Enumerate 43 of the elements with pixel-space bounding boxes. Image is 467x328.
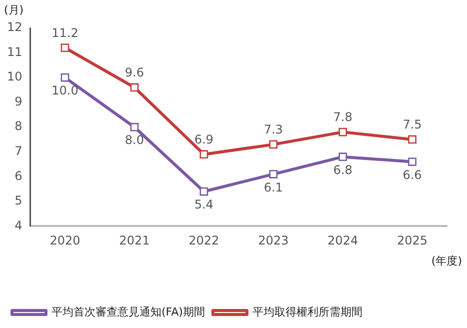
data-label: 10.0 xyxy=(52,84,78,98)
point xyxy=(338,152,348,162)
data-label: 7.3 xyxy=(264,122,283,137)
x-tick-label: 2025 xyxy=(397,234,428,248)
data-label: 11.2 xyxy=(52,26,78,40)
point xyxy=(60,44,70,52)
data-label: 5.4 xyxy=(194,198,214,212)
y-tick-label: 5 xyxy=(14,194,22,208)
point xyxy=(338,128,348,136)
data-label: 6.9 xyxy=(194,132,214,146)
y-tick-label: 10 xyxy=(6,70,22,84)
point xyxy=(60,73,70,82)
data-label: 6.1 xyxy=(264,180,283,194)
y-tick-label: 11 xyxy=(6,44,22,59)
data-label: 7.8 xyxy=(333,110,352,124)
point xyxy=(408,135,416,144)
y-tick-label: 6 xyxy=(14,168,22,183)
legend-label: 平均取得權利所需期間 xyxy=(252,305,362,318)
x-tick-label: 2023 xyxy=(258,234,289,248)
point xyxy=(130,83,139,92)
y-tick-label: 4 xyxy=(14,218,22,232)
point xyxy=(408,158,416,166)
point xyxy=(200,150,208,159)
data-label: 6.8 xyxy=(333,162,352,177)
x-tick-label: 2022 xyxy=(188,234,220,248)
y-tick-label: 7 xyxy=(14,144,22,158)
data-label: 7.5 xyxy=(402,118,422,132)
x-tick-label: 2024 xyxy=(328,234,358,248)
point xyxy=(130,122,139,132)
legend-label: 平均首次審查意見通知(FA)期間 xyxy=(52,305,205,318)
data-label: 6.6 xyxy=(402,168,422,182)
data-label: 9.6 xyxy=(124,66,144,80)
point xyxy=(269,170,278,178)
y-tick-label: 12 xyxy=(6,20,22,34)
data-label: 8.0 xyxy=(124,133,144,148)
x-tick-label: 2021 xyxy=(119,234,150,248)
point xyxy=(269,140,278,149)
x-axis-title: (年度) xyxy=(431,254,462,268)
point xyxy=(200,187,208,196)
y-tick-label: 8 xyxy=(14,119,22,134)
x-tick-label: 2020 xyxy=(50,234,80,248)
y-axis-title: (月) xyxy=(4,3,24,16)
y-tick-label: 9 xyxy=(14,94,22,108)
